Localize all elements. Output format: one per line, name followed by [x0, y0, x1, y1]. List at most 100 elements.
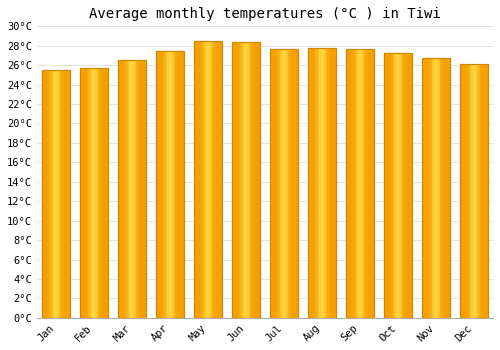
Bar — [436, 58, 438, 318]
Bar — [308, 48, 310, 318]
Bar — [270, 49, 272, 318]
Bar — [256, 42, 257, 318]
Bar — [448, 58, 450, 318]
Bar — [290, 49, 291, 318]
Bar — [438, 58, 439, 318]
Bar — [353, 49, 354, 318]
Bar — [194, 41, 222, 318]
Bar — [476, 64, 477, 318]
Bar — [320, 48, 322, 318]
Bar — [349, 49, 350, 318]
Bar — [174, 51, 176, 318]
Bar — [443, 58, 444, 318]
Bar — [311, 48, 312, 318]
Bar — [144, 60, 146, 318]
Bar — [257, 42, 258, 318]
Bar — [96, 68, 98, 318]
Bar — [214, 41, 216, 318]
Bar — [166, 51, 167, 318]
Bar — [105, 68, 106, 318]
Bar — [442, 58, 443, 318]
Bar — [178, 51, 180, 318]
Bar — [91, 68, 92, 318]
Bar — [422, 58, 450, 318]
Bar — [120, 60, 121, 318]
Bar — [216, 41, 218, 318]
Bar — [128, 60, 129, 318]
Bar — [314, 48, 315, 318]
Bar — [440, 58, 442, 318]
Bar — [354, 49, 356, 318]
Bar — [42, 70, 70, 318]
Bar — [234, 42, 235, 318]
Bar — [45, 70, 46, 318]
Bar — [295, 49, 296, 318]
Bar — [288, 49, 290, 318]
Bar — [390, 54, 391, 318]
Bar — [367, 49, 368, 318]
Bar — [92, 68, 94, 318]
Bar — [56, 70, 57, 318]
Bar — [348, 49, 349, 318]
Bar — [198, 41, 200, 318]
Bar — [324, 48, 326, 318]
Bar — [206, 41, 208, 318]
Bar — [316, 48, 318, 318]
Bar — [244, 42, 246, 318]
Bar — [48, 70, 49, 318]
Bar — [308, 48, 336, 318]
Bar — [46, 70, 48, 318]
Bar — [156, 51, 184, 318]
Bar — [66, 70, 67, 318]
Bar — [272, 49, 273, 318]
Bar — [248, 42, 250, 318]
Bar — [138, 60, 140, 318]
Bar — [360, 49, 362, 318]
Bar — [58, 70, 60, 318]
Bar — [284, 49, 286, 318]
Bar — [242, 42, 243, 318]
Bar — [394, 54, 396, 318]
Bar — [125, 60, 126, 318]
Bar — [462, 64, 463, 318]
Bar — [439, 58, 440, 318]
Bar — [282, 49, 284, 318]
Bar — [330, 48, 332, 318]
Bar — [88, 68, 90, 318]
Bar — [232, 42, 260, 318]
Bar — [315, 48, 316, 318]
Bar — [252, 42, 253, 318]
Bar — [274, 49, 276, 318]
Bar — [446, 58, 447, 318]
Bar — [391, 54, 392, 318]
Bar — [240, 42, 242, 318]
Bar — [84, 68, 86, 318]
Bar — [370, 49, 371, 318]
Bar — [246, 42, 248, 318]
Bar — [80, 68, 108, 318]
Bar — [430, 58, 432, 318]
Bar — [181, 51, 182, 318]
Bar — [480, 64, 481, 318]
Bar — [384, 54, 386, 318]
Bar — [182, 51, 184, 318]
Bar — [210, 41, 212, 318]
Bar — [484, 64, 485, 318]
Bar — [408, 54, 409, 318]
Bar — [318, 48, 319, 318]
Bar — [238, 42, 239, 318]
Bar — [167, 51, 168, 318]
Bar — [464, 64, 466, 318]
Bar — [371, 49, 372, 318]
Bar — [106, 68, 108, 318]
Bar — [158, 51, 159, 318]
Bar — [250, 42, 252, 318]
Bar — [276, 49, 277, 318]
Bar — [239, 42, 240, 318]
Bar — [164, 51, 166, 318]
Bar — [180, 51, 181, 318]
Bar — [368, 49, 370, 318]
Bar — [220, 41, 222, 318]
Bar — [163, 51, 164, 318]
Bar — [159, 51, 160, 318]
